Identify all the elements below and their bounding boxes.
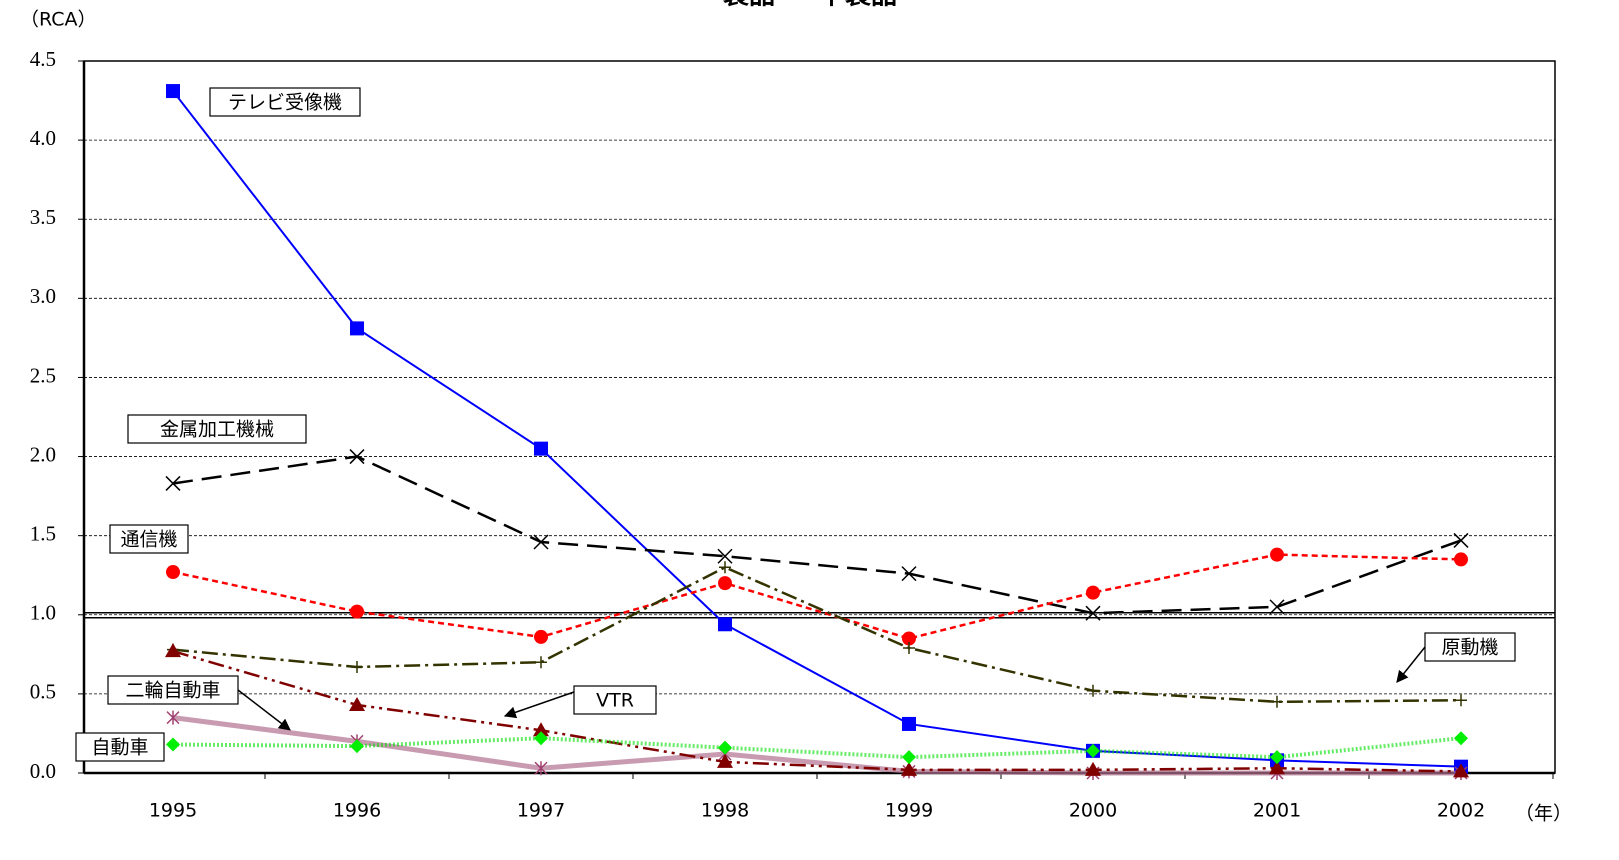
label-box: [209, 87, 361, 117]
annotation-arrows: [237, 646, 1426, 731]
marker: [901, 761, 917, 776]
marker: [350, 321, 364, 336]
line: [172, 455, 1462, 615]
marker: [902, 631, 916, 646]
x-tick-label: 2001: [1253, 800, 1301, 822]
series-label: 金属加工機械: [160, 419, 274, 441]
marker: [1454, 552, 1468, 567]
marker: [718, 576, 732, 591]
y-tick-label: 0.5: [30, 680, 56, 704]
y-tick-label: 0.0: [30, 759, 56, 783]
marker: [1085, 761, 1101, 776]
marker: [902, 716, 916, 731]
y-tick-label: 1.0: [30, 601, 56, 625]
chart-title: 製品 － 下製品: [723, 0, 897, 11]
line: [172, 90, 1462, 768]
marker: [1086, 743, 1100, 758]
line: [172, 736, 1462, 760]
marker: [1453, 763, 1469, 778]
y-tick-label: 4.0: [30, 126, 56, 150]
series: [166, 84, 1468, 774]
y-tick-label: 1.5: [30, 521, 56, 545]
label-box: [127, 414, 307, 444]
marker: [533, 534, 549, 550]
label-box: [109, 524, 189, 554]
marker: [165, 475, 181, 491]
x-tick-label: 1998: [701, 800, 749, 822]
marker: [718, 617, 732, 632]
marker: [350, 739, 364, 754]
marker: [349, 696, 365, 711]
line: [172, 649, 1462, 773]
marker: [719, 561, 731, 574]
series-label: VTR: [596, 690, 634, 712]
marker: [350, 604, 364, 619]
marker: [717, 753, 733, 768]
marker: [902, 750, 916, 765]
marker: [901, 566, 917, 582]
marker: [533, 722, 549, 737]
marker: [1453, 532, 1469, 548]
series-label: 通信機: [120, 529, 177, 551]
marker: [1455, 694, 1467, 707]
marker: [1454, 731, 1468, 746]
series: [165, 643, 1469, 778]
marker: [166, 710, 180, 725]
line: [172, 565, 1462, 704]
series: [166, 547, 1468, 646]
y-tick-label: 3.5: [30, 205, 56, 229]
marker: [1085, 605, 1101, 621]
marker: [534, 629, 548, 644]
line: [172, 553, 1462, 640]
label-box: [1424, 632, 1516, 662]
x-tick-label: 2000: [1069, 800, 1117, 822]
series-label: 二輪自動車: [125, 680, 220, 702]
marker: [718, 740, 732, 755]
marker: [1087, 684, 1099, 697]
x-axis-label: （年）: [1515, 803, 1572, 825]
series: [166, 731, 1468, 765]
marker: [1269, 760, 1285, 775]
line: [172, 715, 1461, 776]
label-box: [75, 732, 165, 762]
marker: [534, 731, 548, 746]
marker: [1270, 750, 1284, 765]
x-tick-label: 1997: [517, 800, 565, 822]
marker: [166, 737, 180, 752]
marker: [165, 643, 181, 658]
label-box: [573, 685, 657, 715]
series-label: テレビ受像機: [228, 92, 342, 114]
x-tick-label: 1996: [333, 800, 381, 822]
marker: [166, 84, 180, 99]
marker: [534, 441, 548, 456]
marker: [1270, 547, 1284, 562]
marker: [1271, 695, 1283, 708]
series-label: 自動車: [91, 737, 148, 759]
series: [165, 449, 1469, 621]
series-label: 原動機: [1441, 637, 1498, 659]
marker: [1086, 585, 1100, 600]
marker: [349, 449, 365, 465]
x-tick-label: 1995: [149, 800, 197, 822]
y-tick-label: 4.5: [30, 47, 56, 71]
marker: [534, 761, 548, 776]
marker: [717, 548, 733, 564]
x-tick-label: 1999: [885, 800, 933, 822]
label-box: [107, 675, 239, 705]
marker: [903, 642, 915, 655]
marker: [351, 660, 363, 673]
x-tick-label: 2002: [1437, 800, 1485, 822]
series: [167, 561, 1467, 708]
marker: [166, 565, 180, 580]
marker: [535, 656, 547, 669]
marker: [1269, 599, 1285, 615]
y-tick-label: 2.0: [30, 442, 56, 466]
y-axis-label: （RCA）: [20, 9, 97, 31]
y-tick-label: 2.5: [30, 363, 56, 387]
y-tick-label: 3.0: [30, 284, 56, 308]
